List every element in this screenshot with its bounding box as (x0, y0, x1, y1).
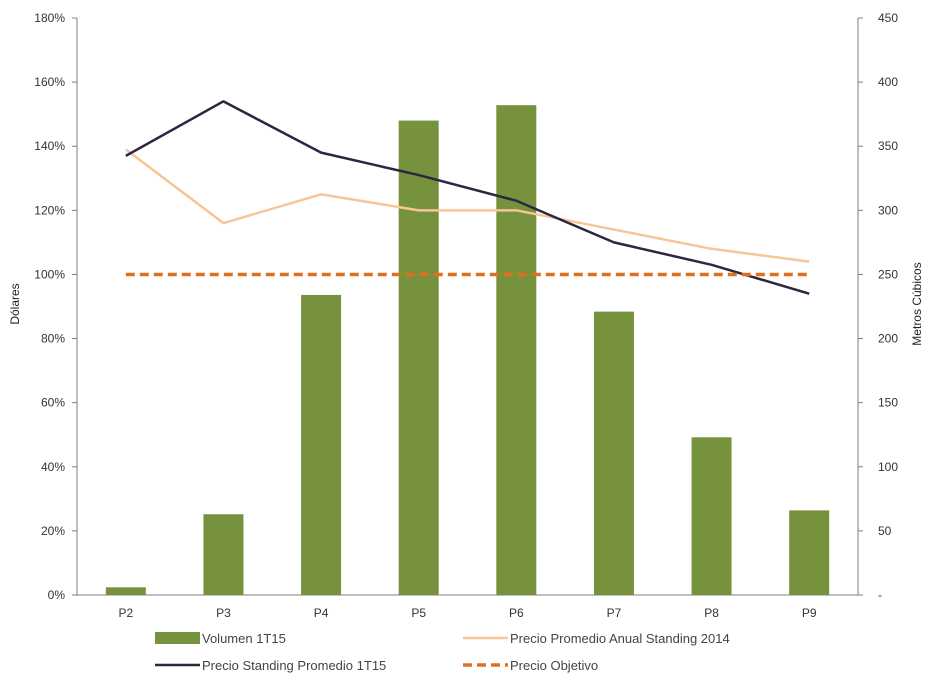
left-tick-label: 120% (34, 203, 65, 217)
right-tick-label: 150 (878, 396, 898, 410)
right-tick-label: - (878, 588, 882, 602)
right-tick-label: 300 (878, 203, 898, 217)
bar-P8 (691, 437, 732, 595)
left-tick-label: 0% (48, 588, 66, 602)
right-axis-title: Metros Cúbicos (910, 262, 924, 345)
left-axis-title: Dólares (8, 283, 22, 324)
right-tick-label: 250 (878, 267, 898, 281)
left-tick-label: 180% (34, 11, 65, 25)
right-tick-label: 450 (878, 11, 898, 25)
right-tick-label: 50 (878, 524, 892, 538)
x-tick-label: P7 (607, 606, 622, 620)
x-tick-label: P8 (704, 606, 719, 620)
x-tick-label: P9 (802, 606, 817, 620)
bar-P4 (301, 294, 342, 595)
line-precio-standing-promedio-1t15 (125, 100, 810, 295)
bar-P5 (398, 120, 439, 596)
left-tick-label: 100% (34, 267, 65, 281)
line-precio-promedio-anual-standing-2014 (125, 148, 810, 263)
right-tick-label: 100 (878, 460, 898, 474)
bar-P3 (203, 514, 244, 595)
left-tick-label: 40% (41, 460, 65, 474)
x-tick-label: P6 (509, 606, 524, 620)
right-tick-label: 350 (878, 139, 898, 153)
right-tick-label: 400 (878, 75, 898, 89)
x-tick-label: P4 (314, 606, 329, 620)
left-tick-label: 160% (34, 75, 65, 89)
line-series (125, 100, 810, 295)
legend: Volumen 1T15 Precio Promedio Anual Standi… (155, 631, 730, 673)
bar-P2 (105, 587, 146, 595)
x-tick-label: P5 (411, 606, 426, 620)
left-tick-label: 20% (41, 524, 65, 538)
x-tick-label: P2 (118, 606, 133, 620)
legend-label: Precio Standing Promedio 1T15 (202, 658, 386, 673)
left-axis: 0% 20% 40% 60% 80% 100% 120% 140% 160% 180% (34, 11, 78, 602)
x-axis: P2 P3 P4 P5 P6 P7 P8 P9 (77, 594, 858, 620)
bar-series (105, 105, 830, 596)
x-tick-label: P3 (216, 606, 231, 620)
left-tick-label: 80% (41, 332, 65, 346)
legend-swatch-volumen (155, 632, 200, 644)
right-tick-label: 200 (878, 332, 898, 346)
left-tick-label: 60% (41, 396, 65, 410)
legend-label: Volumen 1T15 (202, 631, 286, 646)
legend-label: Precio Promedio Anual Standing 2014 (510, 631, 730, 646)
legend-label: Precio Objetivo (510, 658, 598, 673)
right-axis: - 50 100 150 200 250 300 350 400 450 (857, 11, 898, 602)
bar-P9 (789, 510, 830, 595)
left-tick-label: 140% (34, 139, 65, 153)
bar-P6 (496, 105, 537, 596)
bar-P7 (593, 311, 634, 595)
